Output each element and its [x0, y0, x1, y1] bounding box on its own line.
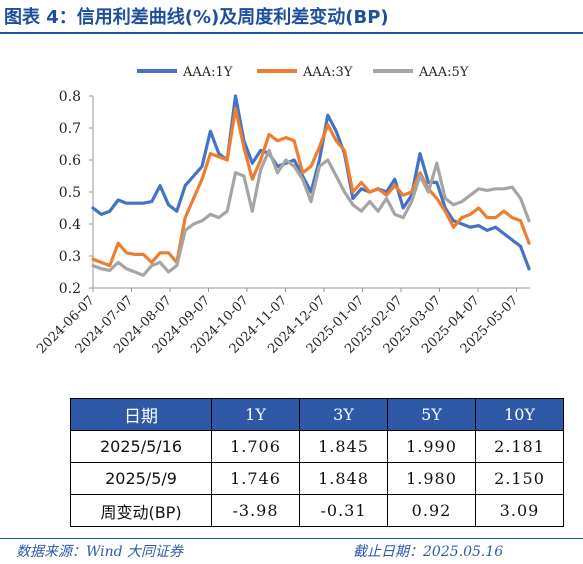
table-row: 2025/5/9 1.746 1.848 1.980 2.150 [69, 462, 565, 495]
cell-3y: -0.31 [299, 494, 388, 527]
y-tick-label: 0.7 [59, 121, 81, 137]
cell-1y: -3.98 [211, 494, 301, 527]
y-tick-label: 0.5 [59, 185, 81, 201]
source-note: 数据来源：Wind 大同证券 [16, 544, 184, 560]
legend-label: AAA:3Y [302, 65, 353, 80]
legend-label: AAA:1Y [182, 65, 233, 80]
y-axis: 0.2 0.3 0.4 0.5 0.6 0.7 0.8 [59, 89, 94, 297]
series-lines [91, 94, 531, 277]
spread-change-table: 日期 1Y 3Y 5Y 10Y 2025/5/16 1.706 1.845 1.… [69, 398, 565, 527]
cell-5y: 0.92 [387, 494, 476, 527]
cell-10y: 2.150 [474, 462, 565, 495]
header-1y: 1Y [211, 398, 301, 431]
table-row: 周变动(BP) -3.98 -0.31 0.92 3.09 [69, 494, 565, 527]
header-5y: 5Y [387, 398, 476, 431]
cell-3y: 1.845 [299, 430, 388, 463]
x-axis: 2024-06-072024-07-072024-08-072024-09-07… [34, 287, 530, 357]
series-line-aaa-5y [91, 148, 531, 277]
cutoff-date: 截止日期：2025.05.16 [353, 544, 504, 560]
series-line-aaa-1y [91, 94, 531, 271]
cell-1y: 1.706 [211, 430, 301, 463]
header-10y: 10Y [474, 398, 565, 431]
footer-divider [0, 538, 583, 539]
y-tick-label: 0.8 [59, 89, 81, 105]
y-tick-label: 0.6 [59, 153, 81, 169]
table-header-row: 日期 1Y 3Y 5Y 10Y [69, 398, 565, 431]
series-line-aaa-3y [91, 107, 531, 268]
header-3y: 3Y [299, 398, 388, 431]
legend-label: AAA:5Y [418, 65, 469, 80]
cell-5y: 1.990 [387, 430, 476, 463]
page-title: 图表 4：信用利差曲线(%)及周度利差变动(BP) [4, 7, 389, 28]
cell-5y: 1.980 [387, 462, 476, 495]
row-date: 2025/5/16 [69, 430, 213, 463]
header-date: 日期 [69, 398, 213, 431]
spread-line-chart: AAA:1Y AAA:3Y AAA:5Y 0.2 0.3 0.4 0.5 0.6 0.7 0.8… [34, 65, 531, 357]
y-tick-label: 0.3 [59, 249, 81, 265]
title-divider [0, 32, 583, 34]
chart-legend: AAA:1Y AAA:3Y AAA:5Y [137, 65, 469, 80]
cell-3y: 1.848 [299, 462, 388, 495]
cell-1y: 1.746 [211, 462, 301, 495]
row-date: 2025/5/9 [69, 462, 213, 495]
cell-10y: 2.181 [474, 430, 565, 463]
y-tick-label: 0.2 [59, 281, 81, 297]
row-label: 周变动(BP) [69, 494, 213, 527]
cell-10y: 3.09 [474, 494, 565, 527]
y-tick-label: 0.4 [59, 217, 81, 233]
table-row: 2025/5/16 1.706 1.845 1.990 2.181 [69, 430, 565, 463]
